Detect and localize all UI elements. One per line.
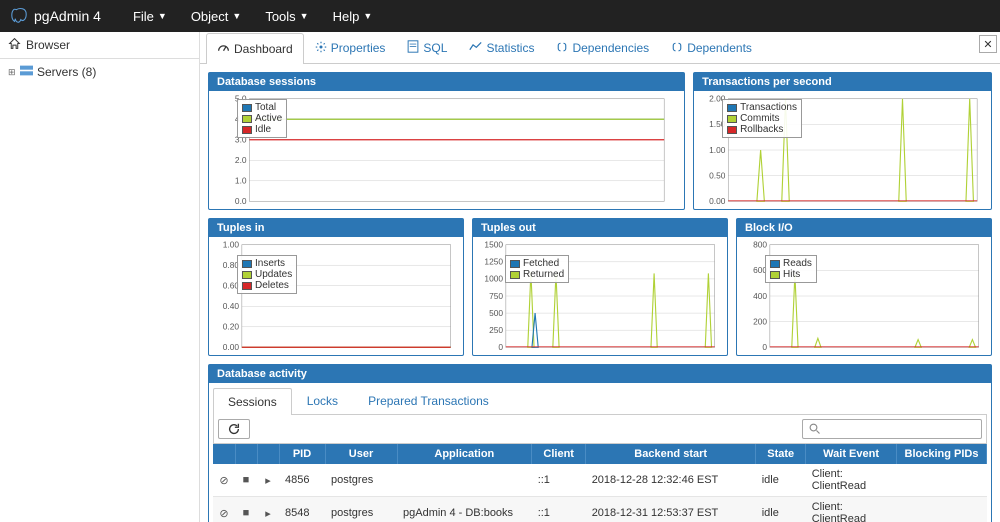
chart-sessions: Database sessions 5.04.03.02.01.00.0Tota… bbox=[208, 72, 685, 210]
col-Backend start[interactable]: Backend start bbox=[586, 444, 756, 464]
tree-servers[interactable]: ⊞ Servers (8) bbox=[8, 63, 191, 81]
activity-table: PIDUserApplicationClientBackend startSta… bbox=[213, 444, 987, 522]
activity-tab-locks[interactable]: Locks bbox=[292, 387, 353, 414]
stop-icon[interactable]: ■ bbox=[235, 464, 257, 497]
chart-legend: FetchedReturned bbox=[505, 255, 569, 283]
brand-logo: pgAdmin 4 bbox=[10, 7, 101, 25]
deps-icon bbox=[556, 41, 568, 56]
stop-icon[interactable]: ■ bbox=[235, 497, 257, 522]
chart-tps-title: Transactions per second bbox=[694, 73, 991, 91]
tab-dependents[interactable]: Dependents bbox=[660, 32, 763, 63]
activity-tab-prepared-transactions[interactable]: Prepared Transactions bbox=[353, 387, 504, 414]
dashboard-icon bbox=[217, 42, 230, 56]
col-Application[interactable]: Application bbox=[397, 444, 532, 464]
search-icon bbox=[809, 423, 821, 435]
svg-text:800: 800 bbox=[753, 241, 767, 250]
chart-tuples-in-title: Tuples in bbox=[209, 219, 463, 237]
col-State[interactable]: State bbox=[756, 444, 806, 464]
svg-text:0.00: 0.00 bbox=[223, 342, 240, 351]
menu-tools[interactable]: Tools▼ bbox=[253, 9, 320, 24]
chart-tuples-out: Tuples out 1500 1250 1000 750 500 250 0 Fetched… bbox=[472, 218, 728, 356]
chart-tuples-in: Tuples in 1.000.800.600.400.200.00Insert… bbox=[208, 218, 464, 356]
browser-title: Browser bbox=[26, 38, 70, 52]
menu-object[interactable]: Object▼ bbox=[179, 9, 254, 24]
col-PID[interactable]: PID bbox=[279, 444, 325, 464]
col-Client[interactable]: Client bbox=[532, 444, 586, 464]
col-action0[interactable] bbox=[213, 444, 235, 464]
chart-legend: ReadsHits bbox=[765, 255, 817, 283]
tab-dependencies[interactable]: Dependencies bbox=[545, 32, 660, 63]
servers-label: Servers (8) bbox=[37, 65, 96, 79]
content-area: DashboardPropertiesSQLStatisticsDependen… bbox=[200, 32, 1000, 522]
table-row[interactable]: ⊘■▸8548postgrespgAdmin 4 - DB:books::120… bbox=[213, 497, 987, 522]
depd-icon bbox=[671, 41, 683, 56]
expand-row-icon[interactable]: ▸ bbox=[257, 497, 279, 522]
home-icon bbox=[8, 37, 21, 53]
close-panel-button[interactable]: ✕ bbox=[979, 35, 997, 53]
svg-text:2.0: 2.0 bbox=[235, 155, 247, 165]
svg-text:0: 0 bbox=[762, 342, 767, 351]
chart-tuples-out-title: Tuples out bbox=[473, 219, 727, 237]
menu-help[interactable]: Help▼ bbox=[321, 9, 385, 24]
svg-text:1.0: 1.0 bbox=[235, 176, 247, 186]
svg-text:500: 500 bbox=[489, 308, 503, 318]
sql-icon bbox=[407, 40, 419, 56]
chart-legend: TransactionsCommitsRollbacks bbox=[722, 99, 802, 138]
svg-text:0.0: 0.0 bbox=[235, 196, 247, 205]
search-input[interactable] bbox=[802, 419, 982, 439]
servers-icon bbox=[20, 65, 33, 79]
svg-text:0: 0 bbox=[498, 342, 503, 351]
chart-legend: TotalActiveIdle bbox=[237, 99, 287, 138]
activity-tab-sessions[interactable]: Sessions bbox=[213, 388, 292, 415]
svg-text:250: 250 bbox=[489, 325, 503, 335]
svg-text:0.20: 0.20 bbox=[223, 322, 240, 332]
col-User[interactable]: User bbox=[325, 444, 397, 464]
svg-text:400: 400 bbox=[753, 291, 767, 301]
props-icon bbox=[315, 41, 327, 56]
browser-sidebar: Browser ⊞ Servers (8) bbox=[0, 32, 200, 522]
svg-text:1.00: 1.00 bbox=[223, 241, 240, 250]
topbar: pgAdmin 4 File▼Object▼Tools▼Help▼ bbox=[0, 0, 1000, 32]
chart-block-io: Block I/O 8006004002000ReadsHits bbox=[736, 218, 992, 356]
expand-row-icon[interactable]: ▸ bbox=[257, 464, 279, 497]
chart-sessions-title: Database sessions bbox=[209, 73, 684, 91]
col-Blocking PIDs[interactable]: Blocking PIDs bbox=[897, 444, 987, 464]
chart-tps: Transactions per second 2.001.501.000.50… bbox=[693, 72, 992, 210]
brand-text: pgAdmin 4 bbox=[34, 8, 101, 24]
tab-properties[interactable]: Properties bbox=[304, 32, 397, 63]
menu-file[interactable]: File▼ bbox=[121, 9, 179, 24]
activity-title: Database activity bbox=[209, 365, 991, 383]
refresh-icon bbox=[227, 422, 241, 436]
expand-icon[interactable]: ⊞ bbox=[8, 67, 18, 78]
svg-text:1000: 1000 bbox=[484, 274, 503, 284]
table-row[interactable]: ⊘■▸4856postgres::12018-12-28 12:32:46 ES… bbox=[213, 464, 987, 497]
svg-text:1250: 1250 bbox=[484, 257, 503, 267]
svg-text:0.50: 0.50 bbox=[709, 170, 726, 180]
tab-dashboard[interactable]: Dashboard bbox=[206, 33, 304, 64]
svg-text:0.00: 0.00 bbox=[709, 196, 726, 205]
svg-text:200: 200 bbox=[753, 316, 767, 326]
svg-text:1.00: 1.00 bbox=[709, 145, 726, 155]
svg-text:750: 750 bbox=[489, 291, 503, 301]
stats-icon bbox=[469, 41, 482, 55]
svg-text:0.40: 0.40 bbox=[223, 301, 240, 311]
chart-block-io-title: Block I/O bbox=[737, 219, 991, 237]
main-tabs: DashboardPropertiesSQLStatisticsDependen… bbox=[200, 32, 1000, 64]
elephant-icon bbox=[10, 7, 28, 25]
col-action2[interactable] bbox=[257, 444, 279, 464]
col-Wait Event[interactable]: Wait Event bbox=[806, 444, 897, 464]
tab-sql[interactable]: SQL bbox=[396, 32, 458, 63]
col-action1[interactable] bbox=[235, 444, 257, 464]
cancel-icon[interactable]: ⊘ bbox=[213, 497, 235, 522]
svg-text:1500: 1500 bbox=[484, 241, 503, 250]
activity-panel: Database activity SessionsLocksPrepared … bbox=[208, 364, 992, 522]
tab-statistics[interactable]: Statistics bbox=[458, 32, 545, 63]
cancel-icon[interactable]: ⊘ bbox=[213, 464, 235, 497]
refresh-button[interactable] bbox=[218, 419, 250, 439]
browser-header: Browser bbox=[0, 32, 199, 59]
chart-legend: InsertsUpdatesDeletes bbox=[237, 255, 297, 294]
